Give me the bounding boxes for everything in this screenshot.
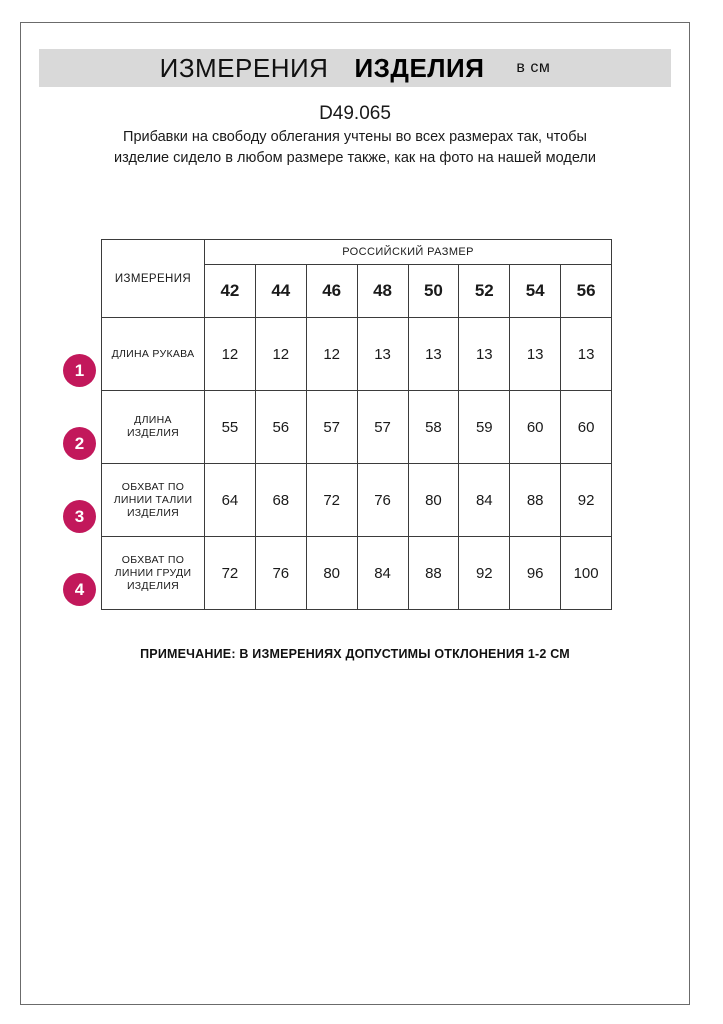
cell-r4-c5: 88 xyxy=(407,536,460,610)
cell-r3-c2: 68 xyxy=(254,463,307,537)
title-band: ИЗМЕРЕНИЯ ИЗДЕЛИЯ в см xyxy=(39,49,671,87)
size-table-wrapper: ИЗМЕРЕНИЯ РОССИЙСКИЙ РАЗМЕР 42 44 46 48 … xyxy=(101,239,613,610)
cell-r1-c6: 13 xyxy=(458,317,511,391)
cell-r3-c3: 72 xyxy=(305,463,358,537)
cell-r2-c5: 58 xyxy=(407,390,460,464)
table-row: ОБХВАТ ПО ЛИНИИ ТАЛИИ ИЗДЕЛИЯ 64 68 72 7… xyxy=(101,463,613,537)
cell-r4-c8: 100 xyxy=(560,536,613,610)
cell-r1-c2: 12 xyxy=(254,317,307,391)
cell-r3-c7: 88 xyxy=(509,463,562,537)
table-size-header-row: 42 44 46 48 50 52 54 56 xyxy=(102,264,613,318)
cell-r2-c2: 56 xyxy=(254,390,307,464)
table-body: ДЛИНА РУКАВА 12 12 12 13 13 13 13 13 ДЛИ… xyxy=(101,317,613,610)
size-header-44: 44 xyxy=(254,264,307,318)
cell-r4-c3: 80 xyxy=(305,536,358,610)
cell-r2-c3: 57 xyxy=(305,390,358,464)
cell-r1-c7: 13 xyxy=(509,317,562,391)
row-label-chest-circumference: ОБХВАТ ПО ЛИНИИ ГРУДИ ИЗДЕЛИЯ xyxy=(101,536,205,610)
cell-r4-c1: 72 xyxy=(204,536,256,610)
size-header-56: 56 xyxy=(560,264,613,318)
size-header-42: 42 xyxy=(204,264,256,318)
document-page: ИЗМЕРЕНИЯ ИЗДЕЛИЯ в см D49.065 Прибавки … xyxy=(20,22,690,1005)
measurement-badge-2: 2 xyxy=(63,427,96,460)
size-header-48: 48 xyxy=(356,264,409,318)
cell-r2-c7: 60 xyxy=(509,390,562,464)
product-code: D49.065 xyxy=(319,103,391,124)
cell-r2-c8: 60 xyxy=(560,390,613,464)
cell-r4-c6: 92 xyxy=(458,536,511,610)
cell-r3-c8: 92 xyxy=(560,463,613,537)
cell-r4-c4: 84 xyxy=(356,536,409,610)
measurement-badge-1: 1 xyxy=(63,354,96,387)
cell-r2-c4: 57 xyxy=(356,390,409,464)
cell-r1-c8: 13 xyxy=(560,317,613,391)
cell-r4-c2: 76 xyxy=(254,536,307,610)
measurement-badge-3: 3 xyxy=(63,500,96,533)
table-head: ИЗМЕРЕНИЯ РОССИЙСКИЙ РАЗМЕР 42 44 46 48 … xyxy=(101,239,613,318)
cell-r2-c1: 55 xyxy=(204,390,256,464)
size-header-54: 54 xyxy=(509,264,562,318)
cell-r3-c5: 80 xyxy=(407,463,460,537)
table-group-header-row: ИЗМЕРЕНИЯ РОССИЙСКИЙ РАЗМЕР xyxy=(101,239,613,318)
title-measurements: ИЗМЕРЕНИЯ xyxy=(159,52,329,83)
russian-size-group-header: РОССИЙСКИЙ РАЗМЕР xyxy=(203,239,613,265)
size-header-46: 46 xyxy=(305,264,358,318)
cell-r1-c1: 12 xyxy=(204,317,256,391)
row-label-product-length: ДЛИНА ИЗДЕЛИЯ xyxy=(101,390,205,464)
table-row: ОБХВАТ ПО ЛИНИИ ГРУДИ ИЗДЕЛИЯ 72 76 80 8… xyxy=(101,536,613,610)
cell-r1-c4: 13 xyxy=(356,317,409,391)
table-row: ДЛИНА РУКАВА 12 12 12 13 13 13 13 13 xyxy=(101,317,613,391)
cell-r1-c3: 12 xyxy=(305,317,358,391)
cell-r1-c5: 13 xyxy=(407,317,460,391)
cell-r3-c6: 84 xyxy=(458,463,511,537)
cell-r3-c1: 64 xyxy=(204,463,256,537)
cell-r3-c4: 76 xyxy=(356,463,409,537)
tolerance-note: ПРИМЕЧАНИЕ: В ИЗМЕРЕНИЯХ ДОПУСТИМЫ ОТКЛО… xyxy=(140,647,570,661)
cell-r2-c6: 59 xyxy=(458,390,511,464)
table-row: ДЛИНА ИЗДЕЛИЯ 55 56 57 57 58 59 60 60 xyxy=(101,390,613,464)
title-product: ИЗДЕЛИЯ xyxy=(354,52,485,83)
size-header-52: 52 xyxy=(458,264,511,318)
row-label-sleeve-length: ДЛИНА РУКАВА xyxy=(101,317,205,391)
product-description: Прибавки на свободу облегания учтены во … xyxy=(114,129,596,166)
size-table: ИЗМЕРЕНИЯ РОССИЙСКИЙ РАЗМЕР 42 44 46 48 … xyxy=(101,239,613,610)
title-unit-label: в см xyxy=(516,59,551,76)
measurements-column-header: ИЗМЕРЕНИЯ xyxy=(101,239,205,318)
cell-r4-c7: 96 xyxy=(509,536,562,610)
measurement-badge-4: 4 xyxy=(63,573,96,606)
size-header-50: 50 xyxy=(407,264,460,318)
row-label-waist-circumference: ОБХВАТ ПО ЛИНИИ ТАЛИИ ИЗДЕЛИЯ xyxy=(101,463,205,537)
